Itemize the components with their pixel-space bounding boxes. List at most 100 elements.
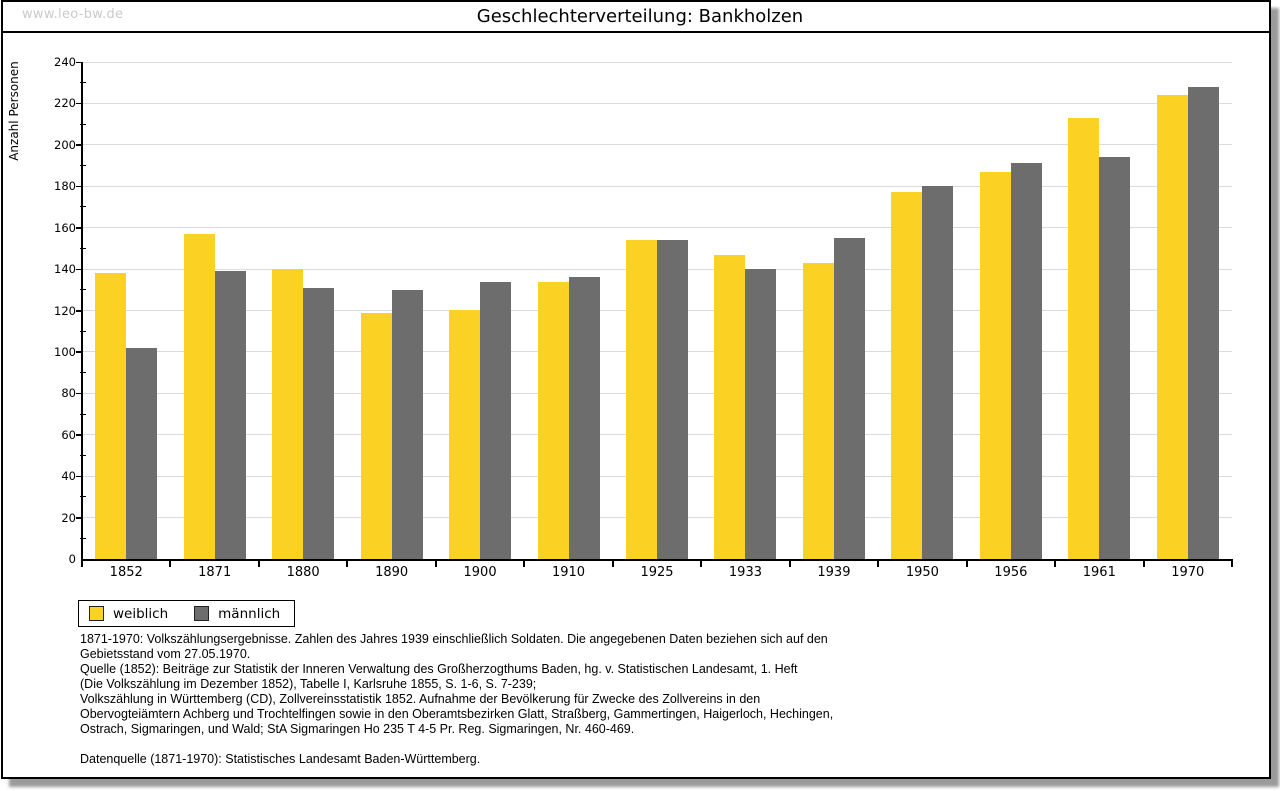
bar-weiblich-1890	[360, 313, 392, 559]
y-tick-label: 180	[54, 179, 76, 194]
x-tick-mark	[81, 561, 83, 567]
y-major-tick	[76, 185, 82, 188]
legend-label-maennlich: männlich	[218, 605, 281, 622]
bar-weiblich-1880	[272, 269, 304, 559]
footnote-line: 1871-1970: Volkszählungsergebnisse. Zahl…	[80, 632, 828, 646]
x-tick-mark	[257, 561, 260, 567]
gridline	[83, 102, 1232, 104]
footnote-line: Gebietsstand vom 27.05.1970.	[80, 647, 251, 661]
y-major-tick	[76, 310, 82, 312]
title-divider	[3, 31, 1271, 33]
y-major-tick	[76, 227, 82, 229]
footnotes: 1871-1970: Volkszählungsergebnisse. Zahl…	[80, 632, 1180, 767]
x-tick-mark	[346, 561, 349, 567]
x-tick-label: 1961	[1082, 565, 1116, 580]
y-minor-tick	[80, 247, 86, 249]
bar-maennlich-1970	[1187, 87, 1219, 559]
x-tick-label: 1950	[905, 565, 939, 580]
x-tick-label: 1956	[994, 565, 1028, 580]
bar-weiblich-1871	[183, 234, 215, 559]
x-tick-label: 1970	[1171, 565, 1205, 580]
bar-maennlich-1890	[391, 290, 423, 559]
y-tick-label: 200	[54, 137, 76, 152]
y-axis-label: Anzahl Personen	[7, 61, 21, 161]
y-minor-tick	[80, 206, 86, 208]
footnote-line	[80, 737, 1180, 752]
x-tick-label: 1939	[817, 565, 851, 580]
y-minor-tick	[80, 330, 86, 332]
x-tick-mark	[434, 561, 437, 567]
bar-maennlich-1939	[833, 238, 865, 559]
x-tick-mark	[700, 561, 703, 567]
chart-title: Geschlechterverteilung: Bankholzen	[476, 6, 804, 27]
bar-weiblich-1933	[714, 255, 746, 559]
y-minor-tick	[80, 537, 86, 539]
gridline	[83, 185, 1232, 187]
footnote-line: (Die Volkszählung im Dezember 1852), Tab…	[80, 677, 537, 691]
x-tick-label: 1925	[640, 565, 674, 580]
y-tick-label: 80	[61, 386, 76, 401]
y-tick-label: 60	[61, 427, 76, 442]
x-tick-mark	[1142, 561, 1145, 567]
gridline	[83, 227, 1232, 229]
footnote-line: Volkszählung in Württemberg (CD), Zollve…	[80, 692, 761, 706]
bar-maennlich-1852	[126, 348, 158, 559]
y-major-tick	[76, 434, 82, 436]
bar-weiblich-1925	[626, 240, 657, 559]
y-major-tick	[76, 475, 82, 478]
bar-maennlich-1910	[568, 277, 600, 559]
y-axis-line	[81, 62, 83, 561]
y-tick-label: 140	[54, 262, 76, 277]
bar-maennlich-1961	[1099, 157, 1131, 559]
x-tick-mark	[877, 561, 880, 567]
bar-maennlich-1956	[1010, 163, 1042, 559]
y-minor-tick	[80, 372, 86, 374]
footnote-line: Datenquelle (1871-1970): Statistisches L…	[80, 752, 481, 766]
y-major-tick	[76, 61, 82, 63]
y-tick-label: 20	[61, 510, 76, 525]
y-tick-label: 240	[54, 55, 76, 69]
bar-maennlich-1900	[480, 282, 512, 559]
x-tick-mark	[788, 561, 791, 567]
y-tick-label: 0	[68, 552, 76, 566]
y-minor-tick	[80, 165, 86, 167]
x-tick-label: 1880	[286, 565, 320, 580]
y-minor-tick	[80, 454, 86, 456]
y-tick-label: 220	[54, 96, 76, 111]
x-tick-label: 1910	[551, 565, 586, 580]
footnote-line: Ostrach, Sigmaringen, und Wald; StA Sigm…	[80, 722, 635, 736]
bar-weiblich-1950	[891, 192, 923, 559]
y-tick-label: 100	[54, 344, 76, 359]
y-major-tick	[76, 144, 82, 146]
y-minor-tick	[80, 413, 86, 415]
x-axis-line	[81, 559, 1233, 561]
gridline	[83, 61, 1232, 63]
footnote-line: Quelle (1852): Beiträge zur Statistik de…	[80, 662, 798, 676]
x-tick-label: 1852	[109, 565, 143, 580]
bar-maennlich-1933	[745, 269, 777, 559]
bar-weiblich-1900	[449, 310, 481, 559]
y-major-tick	[76, 392, 82, 395]
bar-maennlich-1950	[922, 186, 954, 559]
bar-weiblich-1852	[95, 273, 127, 559]
x-tick-mark	[1231, 561, 1233, 567]
y-minor-tick	[80, 496, 86, 498]
x-tick-mark	[169, 561, 172, 567]
y-tick-label: 120	[54, 303, 76, 318]
bar-maennlich-1880	[303, 288, 335, 559]
x-tick-label: 1900	[463, 565, 497, 580]
bar-weiblich-1910	[537, 282, 569, 559]
y-major-tick	[76, 517, 82, 519]
bar-weiblich-1961	[1068, 118, 1100, 559]
legend: weiblich männlich	[78, 600, 296, 627]
y-minor-tick	[80, 289, 86, 291]
y-major-tick	[76, 102, 82, 105]
bar-weiblich-1956	[979, 172, 1011, 559]
footnote-line: Obervogteiämtern Achberg und Trochtelfin…	[80, 707, 834, 721]
bar-maennlich-1871	[214, 271, 246, 559]
x-tick-mark	[611, 561, 614, 567]
y-major-tick	[76, 268, 82, 271]
bar-weiblich-1970	[1156, 95, 1188, 559]
legend-swatch-maennlich	[194, 606, 210, 621]
